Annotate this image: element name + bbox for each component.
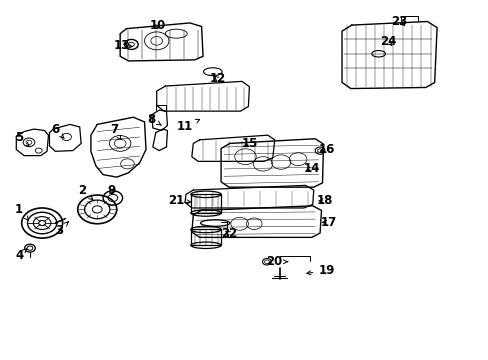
Text: 3: 3 — [55, 222, 68, 237]
Text: 12: 12 — [209, 72, 225, 85]
Text: 10: 10 — [149, 19, 165, 32]
Text: 4: 4 — [15, 249, 27, 262]
Text: 7: 7 — [109, 123, 121, 140]
Text: 16: 16 — [318, 143, 334, 156]
Text: 9: 9 — [107, 184, 116, 197]
Text: 19: 19 — [306, 264, 334, 277]
Text: 22: 22 — [220, 226, 237, 239]
Text: 14: 14 — [303, 162, 319, 175]
Text: 11: 11 — [177, 120, 199, 133]
Text: 21: 21 — [168, 194, 190, 207]
Text: 20: 20 — [265, 255, 287, 268]
Text: 17: 17 — [320, 216, 336, 229]
Text: 18: 18 — [316, 194, 332, 207]
Text: 23: 23 — [390, 15, 407, 28]
Text: 24: 24 — [379, 35, 396, 49]
Text: 1: 1 — [15, 203, 28, 220]
Text: 8: 8 — [147, 113, 161, 126]
Text: 13: 13 — [113, 39, 132, 52]
Text: 5: 5 — [15, 131, 29, 146]
Text: 6: 6 — [51, 123, 64, 138]
Text: 2: 2 — [79, 184, 93, 200]
Text: 15: 15 — [242, 137, 258, 150]
